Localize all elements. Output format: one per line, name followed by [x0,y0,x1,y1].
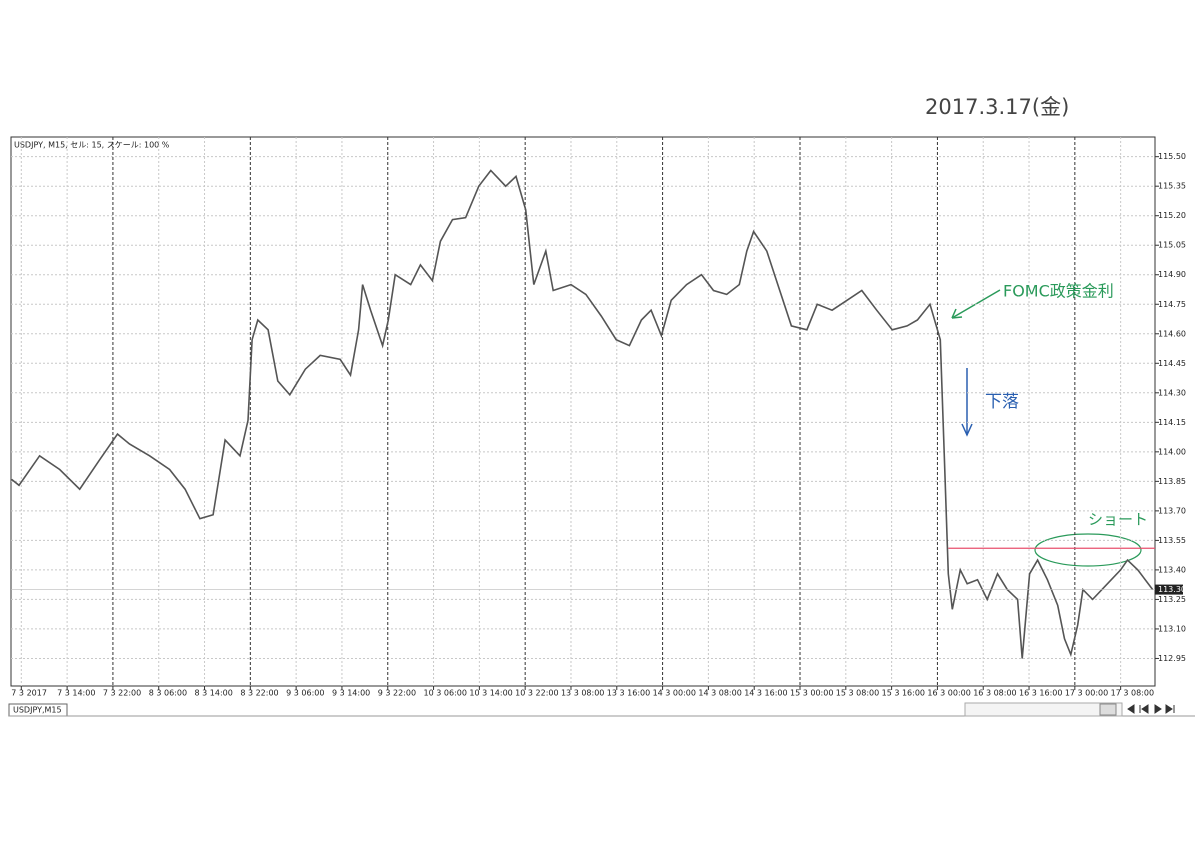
x-tick-label: 17 3 08:00 [1111,689,1154,698]
y-tick-label: 113.55 [1158,536,1186,545]
x-tick-label: 7 3 2017 [11,689,47,698]
x-tick-label: 16 3 08:00 [973,689,1016,698]
y-tick-label: 113.10 [1158,624,1186,633]
x-tick-label: 15 3 16:00 [882,689,925,698]
y-tick-label: 115.35 [1158,182,1186,191]
x-tick-label: 16 3 16:00 [1019,689,1062,698]
arrow-fomc-head [951,308,963,319]
y-tick-label: 112.95 [1158,654,1186,663]
annotation: 2017.3.17(金) [925,95,1069,119]
x-tick-label: 16 3 00:00 [927,689,970,698]
last-price-box [1155,584,1183,595]
y-tick-label: 113.25 [1158,595,1186,604]
tab-label[interactable]: USDJPY,M15 [13,706,62,715]
annotation: 下落 [985,392,1019,412]
x-tick-label: 17 3 00:00 [1065,689,1108,698]
x-tick-label: 10 3 14:00 [469,689,512,698]
arrow-down-head [961,423,973,437]
y-tick-label: 115.05 [1158,241,1186,250]
scroll-thumb[interactable] [1099,703,1117,716]
x-tick-label: 15 3 08:00 [836,689,879,698]
x-tick-label: 9 3 14:00 [332,689,370,698]
x-tick-label: 8 3 22:00 [240,689,278,698]
annotation: ショート [1088,511,1148,529]
y-tick-label: 114.15 [1158,418,1186,427]
y-tick-label: 113.40 [1158,565,1186,574]
y-tick-label: 114.00 [1158,447,1186,456]
x-tick-label: 13 3 16:00 [607,689,650,698]
y-tick-label: 114.30 [1158,388,1186,397]
x-tick-label: 15 3 00:00 [790,689,833,698]
x-tick-label: 14 3 16:00 [744,689,787,698]
y-tick-label: 113.85 [1158,477,1186,486]
x-tick-label: 7 3 14:00 [57,689,95,698]
y-tick-label: 114.60 [1158,329,1186,338]
x-tick-label: 8 3 06:00 [149,689,187,698]
x-tick-label: 8 3 14:00 [195,689,233,698]
y-tick-label: 113.70 [1158,506,1186,515]
x-tick-label: 14 3 00:00 [653,689,696,698]
x-tick-label: 10 3 06:00 [424,689,467,698]
x-tick-label: 14 3 08:00 [698,689,741,698]
last-price-label: 113.30 [1158,585,1186,594]
x-tick-label: 7 3 22:00 [103,689,141,698]
scrollbar[interactable] [964,702,1123,717]
x-tick-label: 10 3 22:00 [515,689,558,698]
y-tick-label: 115.50 [1158,152,1186,161]
short-ellipse [1034,533,1142,567]
y-tick-label: 114.75 [1158,300,1186,309]
chart-header: USDJPY, M15, セル: 15, スケール: 100 % [14,141,170,150]
x-tick-label: 9 3 22:00 [378,689,416,698]
x-tick-label: 9 3 06:00 [286,689,324,698]
plot-frame [10,136,1156,687]
y-tick-label: 114.45 [1158,359,1186,368]
scroll-buttons[interactable] [1127,704,1175,714]
y-tick-label: 114.90 [1158,270,1186,279]
annotation: FOMC政策金利 [1003,282,1114,301]
x-tick-label: 13 3 08:00 [561,689,604,698]
price-line [11,169,1154,659]
y-tick-label: 115.20 [1158,211,1186,220]
